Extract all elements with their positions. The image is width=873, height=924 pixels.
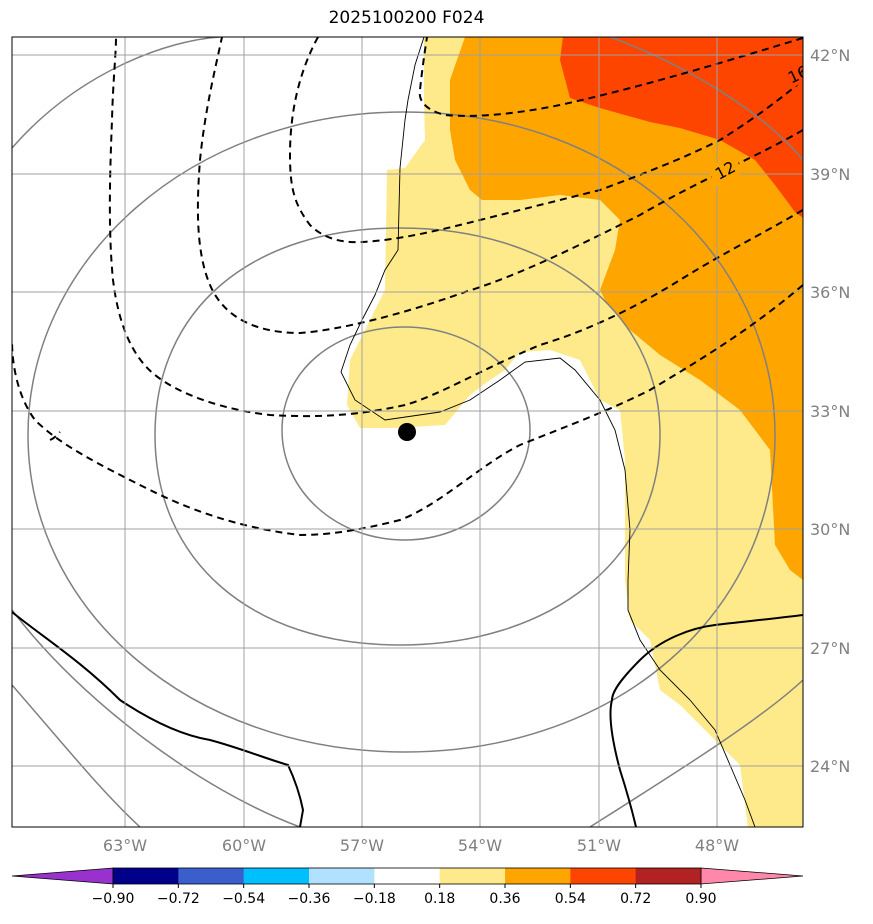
lat-tick-label: 30°N — [810, 520, 850, 539]
lon-tick-label: 57°W — [340, 836, 384, 855]
red-orange-fill-region — [560, 37, 803, 218]
gridlines — [12, 37, 803, 827]
lat-tick-label: 42°N — [810, 46, 850, 65]
gray-contour — [154, 227, 661, 646]
gray-contour — [281, 326, 531, 541]
lat-tick-label: 39°N — [810, 165, 850, 184]
longitude-axis: 63°W 60°W 57°W 54°W 51°W 48°W — [103, 836, 739, 855]
solid-contour — [609, 614, 803, 827]
solid-contours — [12, 611, 803, 827]
latitude-axis: 42°N 39°N 36°N 33°N 30°N 27°N 24°N — [810, 46, 850, 776]
colorbar-tick-label: 0.72 — [620, 891, 651, 907]
colorbar-tick-label: −0.72 — [157, 891, 200, 907]
gray-pressure-contours — [12, 37, 803, 827]
colorbar: −0.90 −0.72 −0.54 −0.36 −0.18 0.18 0.36 0.54 0.7… — [11, 867, 804, 907]
gray-contour — [12, 684, 141, 827]
lon-tick-label: 63°W — [103, 836, 147, 855]
map-plot-area: 12 16 — [12, 37, 811, 827]
contour-label: 16 — [785, 62, 811, 88]
gray-contour — [12, 37, 221, 149]
lon-tick-label: 54°W — [458, 836, 502, 855]
dashed-contour — [418, 37, 803, 117]
colorbar-tick-label: 0.36 — [489, 891, 520, 907]
map-title: 2025100200 F024 — [328, 8, 485, 28]
colorbar-segment — [635, 868, 702, 884]
dashed-contour — [108, 37, 803, 418]
colorbar-segment — [374, 868, 441, 884]
gray-contour — [27, 111, 776, 753]
colorbar-tick-label: 0.90 — [685, 891, 716, 907]
colorbar-tick-label: −0.54 — [222, 891, 265, 907]
colorbar-extend-left — [11, 867, 114, 885]
colorbar-segment — [309, 868, 375, 884]
map-frame — [11, 36, 804, 828]
lon-tick-label: 51°W — [577, 836, 621, 855]
gray-contour — [589, 679, 803, 827]
colorbar-tick-label: −0.18 — [353, 891, 396, 907]
colorbar-segment — [113, 868, 179, 884]
colorbar-tick-label: 0.18 — [424, 891, 455, 907]
lat-tick-label: 36°N — [810, 283, 850, 302]
dashed-contour — [49, 431, 61, 441]
colorbar-tick-label: 0.54 — [555, 891, 586, 907]
colorbar-tick-label: −0.90 — [92, 891, 135, 907]
dashed-contours — [12, 37, 803, 537]
colorbar-segment — [243, 868, 310, 884]
coastline — [340, 37, 756, 827]
dashed-contour — [12, 284, 803, 537]
lat-tick-label: 24°N — [810, 757, 850, 776]
colorbar-extend-right — [700, 867, 804, 885]
colorbar-tick-label: −0.36 — [288, 891, 331, 907]
gray-contour — [609, 37, 803, 161]
solid-contour — [12, 611, 305, 827]
dashed-contour — [288, 37, 803, 244]
dashed-contour — [196, 37, 803, 335]
colorbar-segment — [570, 868, 637, 884]
gray-contour — [12, 609, 301, 827]
storm-center-dot — [398, 423, 416, 441]
colorbar-segment — [505, 868, 571, 884]
colorbar-segment — [178, 868, 245, 884]
lon-tick-label: 48°W — [695, 836, 739, 855]
lon-tick-label: 60°W — [222, 836, 266, 855]
colorbar-segment — [439, 868, 506, 884]
lat-tick-label: 33°N — [810, 402, 850, 421]
lat-tick-label: 27°N — [810, 639, 850, 658]
